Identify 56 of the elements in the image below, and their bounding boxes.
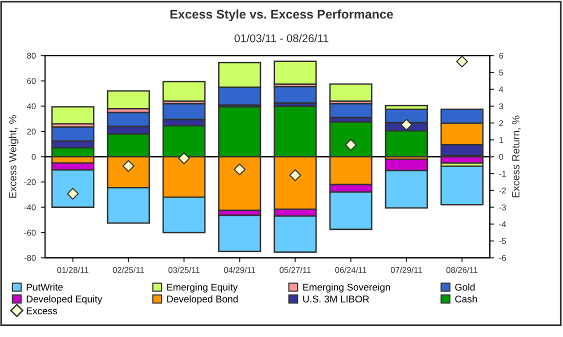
y-tick-label: -60 [24,230,36,236]
y2-tick-label: -4 [499,221,506,228]
x-tick-label: 03/25/11 [168,266,200,273]
legend-label: Emerging Sovereign [303,283,390,293]
y-tick-label: -40 [24,204,36,210]
x-tick-label: 06/24/11 [335,266,366,273]
y-tick-label: 40 [26,103,36,110]
bar [162,80,206,102]
y2-tick-label: 6 [499,52,504,59]
y2-tick-label: -6 [499,255,506,261]
y-tick-label: 80 [27,52,36,59]
y2-tick-label: 0 [499,154,504,160]
y-tick-label: 20 [27,128,36,135]
y2-tick-label: 3 [499,103,504,110]
y2-tick-label: -1 [499,170,506,177]
bar [106,90,150,110]
y-tick-label: -20 [24,179,36,186]
chart-subtitle: 01/03/11 - 08/26/11 [234,34,328,42]
x-tick-label: 04/29/11 [224,266,256,273]
legend-label: Developed Equity [26,295,102,304]
point [178,152,190,164]
y2-tick-label: 2 [499,120,504,126]
y2-tick-label: -2 [499,188,506,194]
y2-tick-label: -5 [499,238,506,244]
bar [274,60,317,85]
bar [329,83,372,102]
y-axis-title: Excess Weight, % [8,115,18,198]
y2-tick-label: -3 [499,204,506,210]
x-tick-label: 01/28/11 [57,266,88,273]
y2-tick-label: 4 [499,86,504,92]
point [289,169,302,182]
chart-title: Excess Style vs. Excess Performance [170,9,393,22]
point [234,163,246,176]
point [456,56,468,68]
bar [274,86,317,104]
legend-label: Developed Bond [167,295,238,304]
legend-label: Emerging Equity [167,283,238,293]
y2-tick-label: 5 [499,70,504,76]
legend-label: U.S. 3M LIBOR [303,296,370,302]
x-tick-label: 02/25/11 [112,266,144,273]
y-tick-label: 60 [27,78,36,84]
point [400,118,412,131]
y2-axis-title: Excess Return, % [512,116,521,198]
x-tick-label: 08/26/11 [446,266,478,273]
y-tick-label: 0 [32,154,36,160]
y2-tick-label: 1 [499,137,504,143]
legend-label: Gold [455,283,475,291]
legend-label: Cash [455,295,477,302]
legend-label: Excess [26,308,58,314]
bar [440,165,484,206]
bar [51,106,94,125]
y-tick-label: -80 [24,255,36,261]
legend-label: PutWrite [26,283,63,291]
point [122,160,134,172]
x-tick-label: 07/29/11 [390,266,422,273]
x-tick-label: 05/27/11 [280,266,311,273]
